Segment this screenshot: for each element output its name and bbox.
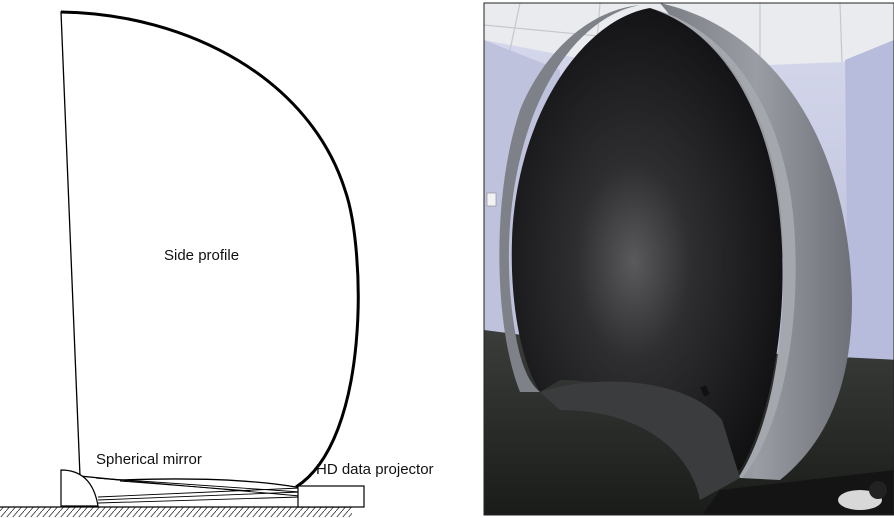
- dome-floor-lip: [540, 381, 740, 500]
- dome-interior: [511, 8, 783, 470]
- side-profile-label: Side profile: [164, 247, 240, 264]
- floor-hatching: [0, 507, 352, 517]
- wall-socket-icon: [486, 192, 497, 207]
- side-profile-diagram: [0, 10, 365, 517]
- dome-shell: [660, 3, 852, 480]
- projector-box: [297, 485, 365, 508]
- spherical-mirror-label: Spherical mirror: [96, 451, 202, 468]
- photo-frame: [483, 2, 894, 516]
- projector-label: HD data projector: [316, 461, 434, 478]
- dome-profile-arc: [60, 10, 360, 489]
- floor-cable: [700, 385, 710, 397]
- desk-ball: [869, 481, 887, 499]
- dome-rim: [499, 5, 640, 392]
- projection-rays: [95, 477, 301, 504]
- dome-photo: [484, 3, 894, 515]
- spherical-mirror-shape: [60, 469, 99, 507]
